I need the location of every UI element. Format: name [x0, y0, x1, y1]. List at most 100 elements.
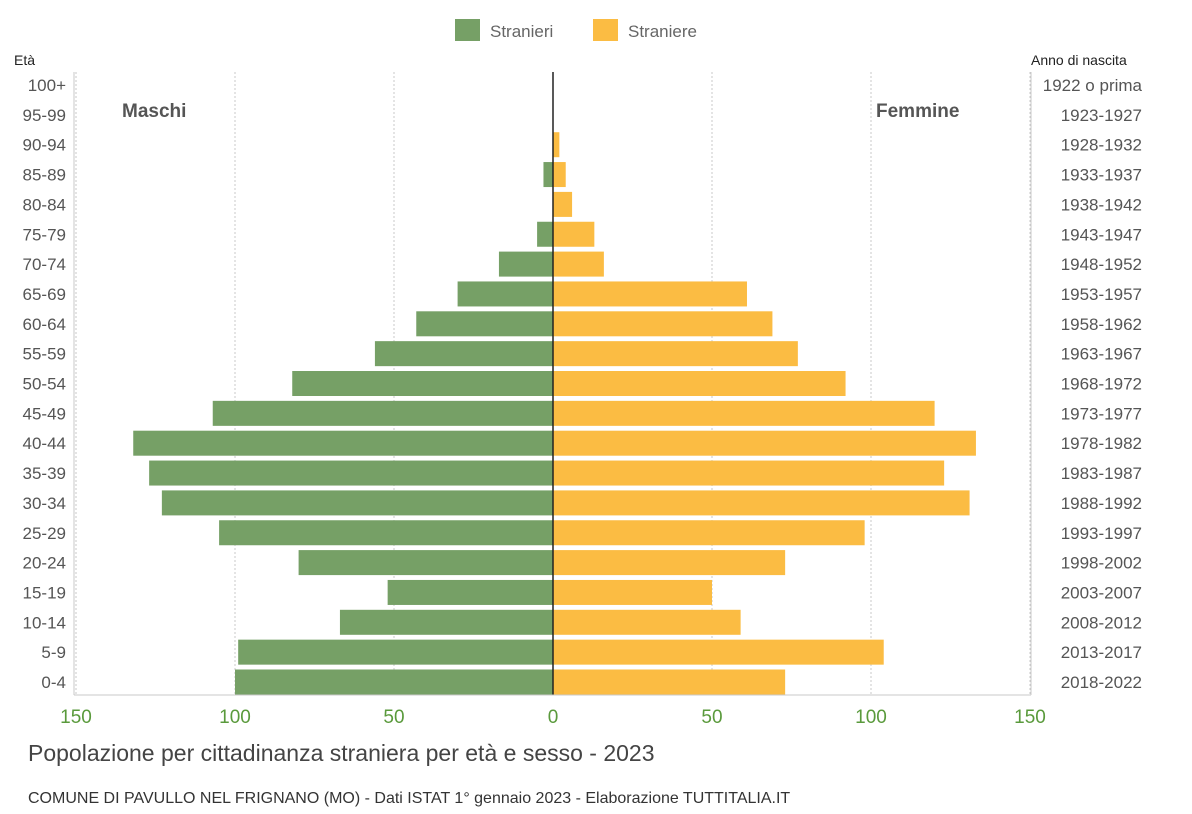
legend-swatch-female	[593, 19, 618, 41]
bars	[133, 132, 976, 695]
age-label: 100+	[28, 76, 66, 95]
birth-year-label: 1998-2002	[1061, 554, 1142, 573]
bar-female	[553, 460, 945, 486]
bar-male	[238, 639, 553, 665]
bar-male	[133, 430, 554, 456]
bar-female	[553, 191, 573, 217]
bar-female	[553, 430, 976, 456]
bar-male	[457, 281, 553, 307]
age-label: 35-39	[23, 464, 66, 483]
x-tick-label: 150	[60, 707, 92, 728]
birth-year-label: 1968-1972	[1061, 375, 1142, 394]
age-label: 60-64	[23, 315, 66, 334]
age-label: 10-14	[23, 613, 66, 632]
female-group-label: Femmine	[876, 101, 959, 122]
bar-female	[553, 609, 741, 635]
birth-year-label: 1978-1982	[1061, 434, 1142, 453]
age-label: 50-54	[23, 375, 66, 394]
birth-year-labels: 1922 o prima 1923-1927 1928-1932 1933-1937 1…	[1043, 76, 1143, 692]
birth-year-label: 1938-1942	[1061, 195, 1142, 214]
chart-subtitle: COMUNE DI PAVULLO NEL FRIGNANO (MO) - Da…	[28, 790, 791, 807]
age-label: 75-79	[23, 225, 66, 244]
x-tick-label: 100	[855, 707, 887, 728]
bar-female	[553, 371, 846, 396]
birth-year-label: 1953-1957	[1061, 285, 1142, 304]
legend-swatch-male	[455, 19, 480, 41]
bar-female	[553, 132, 560, 158]
birth-year-label: 1933-1937	[1061, 166, 1142, 185]
bar-male	[235, 669, 553, 695]
age-label: 20-24	[23, 554, 66, 573]
bar-male	[339, 609, 553, 635]
bar-male	[537, 221, 553, 247]
birth-year-axis-header: Anno di nascita	[1031, 52, 1127, 68]
bar-male	[298, 550, 553, 576]
x-tick-label: 100	[219, 707, 251, 728]
bar-male	[212, 400, 554, 426]
birth-year-label: 1993-1997	[1061, 524, 1142, 543]
bar-male	[543, 162, 553, 188]
birth-year-label: 2018-2022	[1061, 673, 1142, 692]
age-label: 25-29	[23, 524, 66, 543]
age-labels: 100+ 95-99 90-94 85-89 80-84 75-79 70-74 65-69 6…	[23, 76, 67, 692]
bar-female	[553, 281, 747, 307]
bar-female	[553, 520, 865, 546]
bar-female	[553, 162, 566, 188]
x-tick-labels: 150 100 50 0 50 100 150	[60, 707, 1046, 728]
x-tick-label: 50	[701, 707, 722, 728]
bar-male	[219, 520, 553, 546]
x-tick-label: 50	[383, 707, 404, 728]
bar-female	[553, 669, 786, 695]
birth-year-label: 2013-2017	[1061, 643, 1142, 662]
birth-year-label: 1948-1952	[1061, 255, 1142, 274]
bar-female	[553, 251, 604, 277]
chart-title: Popolazione per cittadinanza straniera p…	[28, 740, 655, 766]
age-label: 45-49	[23, 404, 66, 423]
x-tick-label: 0	[548, 707, 559, 728]
birth-year-label: 2003-2007	[1061, 583, 1142, 602]
bar-female	[553, 400, 935, 426]
birth-year-label: 1958-1962	[1061, 315, 1142, 334]
birth-year-label: 1963-1967	[1061, 345, 1142, 364]
age-label: 30-34	[23, 494, 66, 513]
bar-female	[553, 579, 712, 605]
legend: Stranieri Straniere	[455, 19, 697, 41]
birth-year-label: 1923-1927	[1061, 106, 1142, 125]
bar-female	[553, 311, 773, 337]
legend-label-female: Straniere	[628, 22, 697, 41]
age-label: 15-19	[23, 583, 66, 602]
age-label: 80-84	[23, 195, 66, 214]
birth-year-label: 1922 o prima	[1043, 76, 1143, 95]
bar-male	[416, 311, 553, 337]
age-label: 5-9	[41, 643, 66, 662]
axes	[73, 72, 1032, 696]
population-pyramid-chart: Stranieri Straniere Età Anno di nascita …	[14, 19, 1143, 728]
birth-year-label: 1983-1987	[1061, 464, 1142, 483]
age-axis-header: Età	[14, 52, 35, 68]
bar-female	[553, 221, 595, 247]
bar-male	[149, 460, 553, 486]
bar-male	[387, 579, 553, 605]
legend-label-male: Stranieri	[490, 22, 553, 41]
age-label: 0-4	[41, 673, 66, 692]
age-label: 40-44	[23, 434, 66, 453]
birth-year-label: 1928-1932	[1061, 136, 1142, 155]
bar-female	[553, 639, 884, 665]
birth-year-label: 1988-1992	[1061, 494, 1142, 513]
bar-male	[161, 490, 554, 516]
birth-year-label: 1973-1977	[1061, 404, 1142, 423]
age-label: 70-74	[23, 255, 66, 274]
bar-female	[553, 341, 798, 367]
age-label: 85-89	[23, 166, 66, 185]
bar-male	[292, 371, 553, 396]
age-label: 65-69	[23, 285, 66, 304]
bar-male	[498, 251, 553, 277]
age-label: 95-99	[23, 106, 66, 125]
birth-year-label: 1943-1947	[1061, 225, 1142, 244]
birth-year-label: 2008-2012	[1061, 613, 1142, 632]
male-group-label: Maschi	[122, 101, 186, 122]
bar-female	[553, 490, 970, 516]
x-tick-label: 150	[1014, 707, 1046, 728]
bar-male	[374, 341, 553, 367]
age-label: 55-59	[23, 345, 66, 364]
